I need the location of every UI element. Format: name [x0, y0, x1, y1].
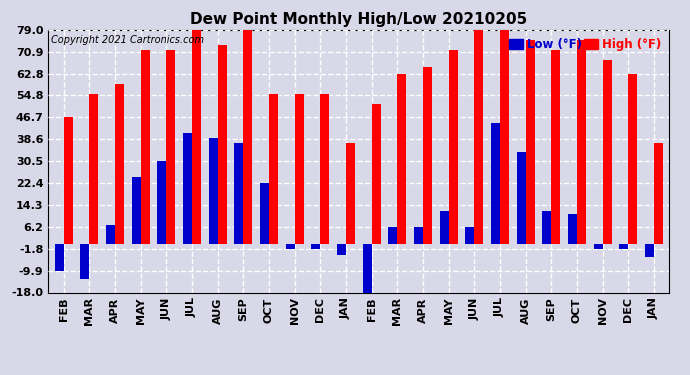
- Bar: [551, 50, 560, 244]
- Legend: Low (°F), High (°F): Low (°F), High (°F): [506, 36, 663, 54]
- Bar: [132, 177, 141, 244]
- Bar: [654, 142, 663, 244]
- Bar: [397, 74, 406, 244]
- Bar: [192, 30, 201, 244]
- Bar: [320, 94, 329, 244]
- Bar: [166, 50, 175, 244]
- Bar: [517, 152, 526, 244]
- Bar: [80, 244, 90, 279]
- Bar: [260, 183, 269, 244]
- Bar: [311, 244, 320, 249]
- Bar: [440, 211, 449, 244]
- Bar: [183, 133, 192, 244]
- Bar: [619, 244, 628, 249]
- Bar: [474, 30, 483, 244]
- Bar: [141, 50, 150, 244]
- Bar: [90, 94, 99, 244]
- Bar: [491, 123, 500, 244]
- Bar: [577, 40, 586, 244]
- Bar: [526, 40, 535, 244]
- Bar: [157, 161, 166, 244]
- Bar: [235, 142, 244, 244]
- Bar: [115, 84, 124, 244]
- Bar: [363, 244, 372, 292]
- Bar: [645, 244, 654, 257]
- Bar: [55, 244, 63, 271]
- Bar: [337, 244, 346, 255]
- Bar: [628, 74, 638, 244]
- Bar: [465, 227, 474, 244]
- Bar: [500, 30, 509, 244]
- Bar: [372, 104, 381, 244]
- Bar: [346, 142, 355, 244]
- Bar: [106, 225, 115, 244]
- Bar: [269, 94, 278, 244]
- Bar: [208, 138, 217, 244]
- Bar: [423, 67, 432, 244]
- Bar: [602, 60, 611, 244]
- Bar: [295, 94, 304, 244]
- Bar: [388, 227, 397, 244]
- Bar: [63, 117, 72, 244]
- Bar: [286, 244, 295, 249]
- Bar: [217, 45, 226, 244]
- Bar: [568, 214, 577, 244]
- Bar: [448, 50, 457, 244]
- Bar: [244, 30, 253, 244]
- Title: Dew Point Monthly High/Low 20210205: Dew Point Monthly High/Low 20210205: [190, 12, 527, 27]
- Bar: [593, 244, 602, 249]
- Bar: [414, 227, 423, 244]
- Text: Copyright 2021 Cartronics.com: Copyright 2021 Cartronics.com: [51, 35, 204, 45]
- Bar: [542, 211, 551, 244]
